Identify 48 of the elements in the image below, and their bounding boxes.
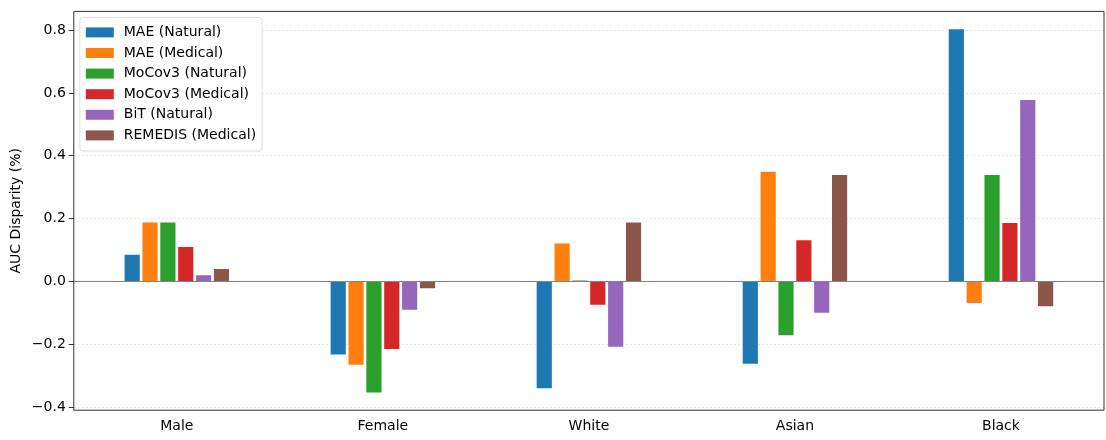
bar	[142, 222, 158, 281]
bar	[178, 246, 194, 281]
bar	[1020, 99, 1036, 281]
bar	[419, 281, 436, 289]
y-tick-label: 0.0	[43, 272, 66, 289]
x-tick-label: Asian	[775, 417, 815, 434]
y-axis-title: AUC Disparity (%)	[7, 148, 24, 274]
bar	[948, 29, 964, 281]
legend-label: BiT (Natural)	[123, 105, 213, 122]
x-tick-label: White	[568, 417, 610, 434]
bar	[213, 268, 230, 281]
bar	[348, 281, 364, 365]
bar	[608, 281, 624, 347]
bar	[536, 281, 552, 389]
legend-label: MAE (Medical)	[123, 43, 224, 60]
bar	[760, 171, 776, 281]
bar	[124, 254, 140, 281]
bar	[778, 281, 794, 336]
legend-label: MAE (Natural)	[123, 23, 222, 40]
bar	[831, 175, 848, 281]
bar	[366, 281, 382, 393]
legend-label: MoCov3 (Natural)	[123, 64, 247, 81]
bar	[330, 281, 346, 355]
bar	[814, 281, 830, 313]
y-tick-label: 0.6	[43, 83, 66, 100]
legend-label: REMEDIS (Medical)	[123, 126, 257, 143]
y-tick-label: −0.4	[31, 397, 66, 414]
bar	[966, 281, 982, 304]
y-tick-label: 0.2	[43, 209, 66, 226]
legend-label: MoCov3 (Medical)	[123, 84, 249, 101]
y-tick-label: −0.2	[31, 334, 66, 351]
bar	[590, 281, 606, 305]
bar	[384, 281, 400, 349]
x-tick-label: Female	[357, 417, 409, 434]
bar	[1038, 281, 1054, 307]
bar	[402, 281, 418, 310]
bar	[196, 275, 212, 281]
x-tick-label: Male	[160, 417, 194, 434]
bar	[554, 243, 570, 281]
bar	[625, 222, 642, 281]
x-tick-label: Black	[982, 417, 1021, 434]
y-tick-label: 0.8	[43, 20, 66, 37]
y-tick-label: 0.4	[43, 146, 66, 163]
bar	[1002, 223, 1018, 281]
bar	[796, 240, 812, 281]
bar	[984, 175, 1000, 281]
bar	[160, 222, 176, 281]
bar	[742, 281, 758, 364]
